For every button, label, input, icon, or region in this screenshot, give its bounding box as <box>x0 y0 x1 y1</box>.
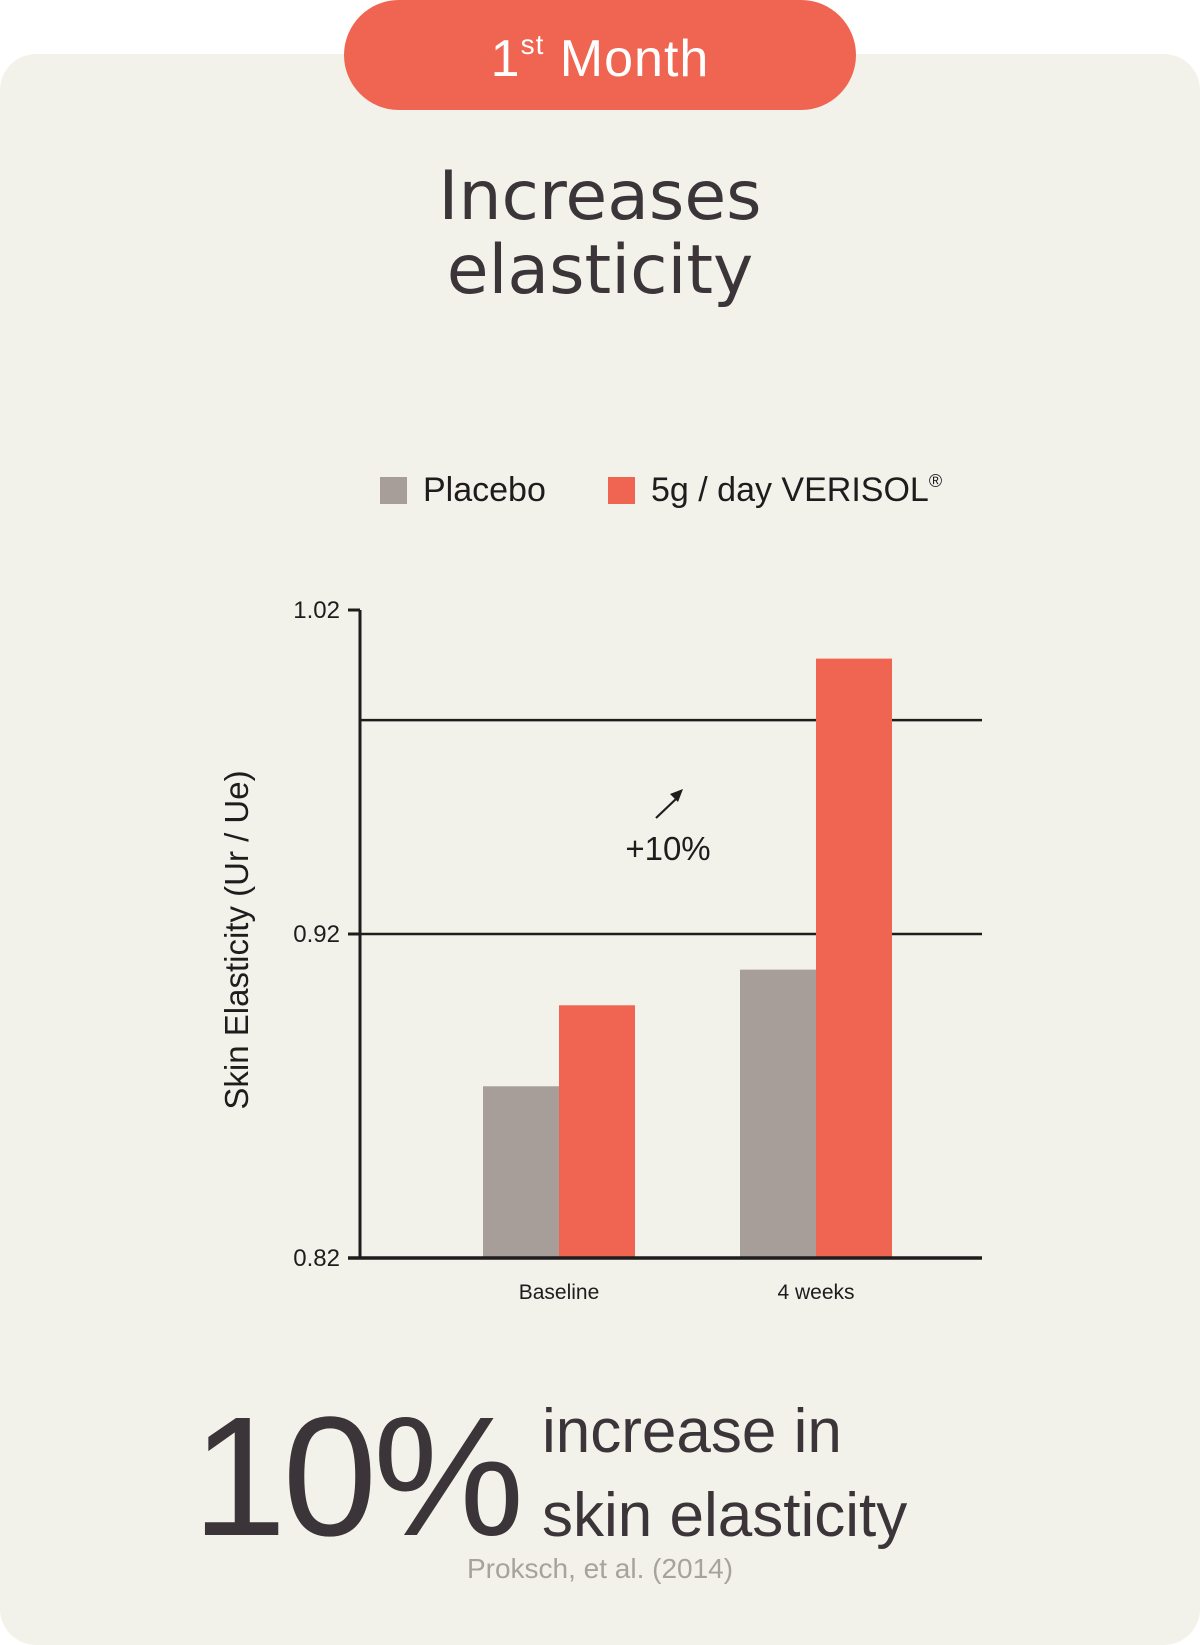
arrowhead-icon <box>670 789 683 802</box>
treatment-legend-label: 5g / day VERISOL® <box>651 471 942 510</box>
bar-treatment <box>816 658 892 1258</box>
arrow-icon <box>655 797 678 819</box>
title-line-1: Increases <box>438 157 762 236</box>
placebo-swatch <box>380 476 407 504</box>
y-axis-label: Skin Elasticity (Ur / Ue) <box>218 770 255 1109</box>
month-badge: 1st Month <box>344 0 856 110</box>
y-tick-label: 0.92 <box>293 921 340 948</box>
badge-number: 1 <box>490 30 521 88</box>
legend-treatment: 5g / day VERISOL® <box>608 470 942 510</box>
legend-placebo: Placebo <box>380 470 546 510</box>
placebo-legend-label: Placebo <box>423 470 546 509</box>
treatment-swatch <box>608 476 635 504</box>
stat-line-2: skin elasticity <box>542 1481 908 1550</box>
x-tick-label: Baseline <box>519 1281 600 1304</box>
annotation-label: +10% <box>625 830 710 867</box>
title-line-2: elasticity <box>446 231 754 310</box>
badge-ordinal: st <box>520 29 545 60</box>
stat-line-1: increase in <box>542 1397 842 1466</box>
registered-mark: ® <box>928 470 943 491</box>
treatment-legend-text: 5g / day VERISOL <box>651 470 929 509</box>
stat-value: 10% <box>192 1382 524 1572</box>
y-tick-label: 1.02 <box>293 597 340 624</box>
bar-placebo <box>483 1086 559 1258</box>
y-tick-label: 0.82 <box>293 1245 340 1272</box>
info-card <box>0 54 1200 1645</box>
badge-word: Month <box>544 30 710 88</box>
bar-treatment <box>559 1005 635 1258</box>
citation: Proksch, et al. (2014) <box>466 1553 734 1584</box>
page-title: Increases elasticity <box>0 160 1200 308</box>
bar-placebo <box>740 969 816 1258</box>
stat-description: increase in skin elasticity <box>542 1390 907 1558</box>
x-tick-label: 4 weeks <box>777 1281 854 1304</box>
